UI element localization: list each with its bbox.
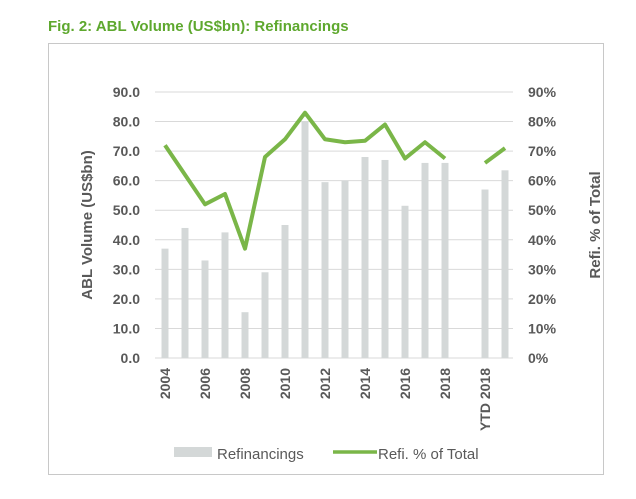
y-tick-label: 60.0 xyxy=(113,173,140,189)
bar-2004 xyxy=(161,248,169,358)
x-tick-label: 2010 xyxy=(277,368,293,399)
y-tick-label: 20.0 xyxy=(113,291,140,307)
y2-tick-label: 20% xyxy=(528,291,557,307)
y2-tick-label: 50% xyxy=(528,202,557,218)
y2-tick-label: 70% xyxy=(528,143,557,159)
bar-2010 xyxy=(281,225,289,358)
x-tick-label: YTD 2018 xyxy=(477,368,493,431)
chart-frame xyxy=(48,43,604,475)
y2-tick-label: 30% xyxy=(528,261,557,277)
y-axis-label: ABL Volume (US$bn) xyxy=(79,150,96,299)
y2-tick-label: 40% xyxy=(528,232,557,248)
bar-2008 xyxy=(241,312,249,358)
line-refi-pct xyxy=(483,146,507,165)
x-tick-label: 2006 xyxy=(197,368,213,399)
y-tick-label: 30.0 xyxy=(113,261,140,277)
y-tick-label: 90.0 xyxy=(113,84,140,100)
bar-2018 xyxy=(441,162,449,358)
y2-tick-label: 90% xyxy=(528,84,557,100)
line-refi-pct xyxy=(163,110,447,251)
x-tick-label: 2004 xyxy=(157,368,173,399)
legend-bar-swatch xyxy=(174,447,212,457)
y2-tick-label: 0% xyxy=(528,350,549,366)
legend-label-refinancings: Refinancings xyxy=(217,446,304,463)
y2-tick-label: 80% xyxy=(528,114,557,130)
x-tick-label: 2008 xyxy=(237,368,253,399)
x-tick-label: 2018 xyxy=(437,368,453,399)
bar-2006 xyxy=(201,260,209,358)
bar-2017 xyxy=(421,162,429,358)
legend-label-refi-pct: Refi. % of Total xyxy=(378,446,479,463)
bar-2016 xyxy=(401,205,409,358)
y-tick-label: 0.0 xyxy=(121,350,141,366)
x-tick-label: 2016 xyxy=(397,368,413,399)
bar-2014 xyxy=(361,157,369,358)
bar-2007 xyxy=(221,232,229,358)
chart-title: Fig. 2: ABL Volume (US$bn): Refinancings xyxy=(48,18,349,35)
y-tick-label: 50.0 xyxy=(113,202,140,218)
y-tick-label: 80.0 xyxy=(113,114,140,130)
y2-axis-label: Refi. % of Total xyxy=(587,171,604,278)
y-tick-label: 10.0 xyxy=(113,320,140,336)
x-tick-label: 2014 xyxy=(357,368,373,399)
y2-tick-label: 10% xyxy=(528,320,557,336)
bar-YTD-2019 xyxy=(501,170,509,358)
y2-tick-label: 60% xyxy=(528,173,557,189)
bar-2011 xyxy=(301,121,309,358)
bar-2013 xyxy=(341,180,349,358)
y-tick-label: 40.0 xyxy=(113,232,140,248)
y-tick-label: 70.0 xyxy=(113,143,140,159)
x-tick-label: 2012 xyxy=(317,368,333,399)
bar-YTD-2018 xyxy=(481,189,489,358)
bar-2015 xyxy=(381,159,389,358)
bar-2005 xyxy=(181,227,189,358)
bar-2012 xyxy=(321,182,329,358)
bar-2009 xyxy=(261,272,269,358)
